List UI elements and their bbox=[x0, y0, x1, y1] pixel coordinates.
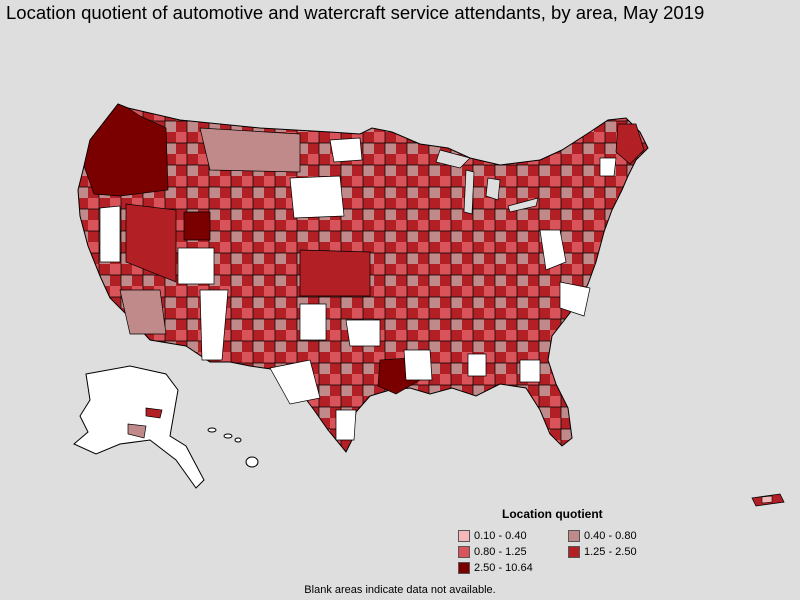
idaho-area bbox=[183, 211, 211, 241]
kansas-area bbox=[299, 249, 371, 297]
legend-label-1: 0.40 - 0.80 bbox=[584, 530, 637, 542]
southern-california-area bbox=[119, 289, 167, 335]
footnote: Blank areas indicate data not available. bbox=[304, 584, 496, 596]
legend-label-0: 0.10 - 0.40 bbox=[474, 530, 527, 542]
legend-item-4: 2.50 - 10.64 bbox=[458, 562, 533, 574]
pacific-northwest-areas bbox=[83, 103, 169, 197]
hawaii-islands bbox=[207, 427, 259, 468]
puerto-rico-area bbox=[761, 495, 773, 504]
maine-area bbox=[615, 123, 645, 165]
legend-item-2: 0.80 - 1.25 bbox=[458, 546, 527, 558]
legend-label-4: 2.50 - 10.64 bbox=[474, 562, 533, 574]
legend-label-2: 0.80 - 1.25 bbox=[474, 546, 527, 558]
legend-swatch-2 bbox=[458, 546, 470, 558]
alaska-area-1 bbox=[145, 407, 163, 419]
nevada-area bbox=[125, 203, 177, 283]
great-lakes bbox=[435, 149, 539, 215]
blank-areas bbox=[99, 137, 617, 441]
legend-title: Location quotient bbox=[502, 507, 603, 521]
alaska-area-2 bbox=[127, 423, 147, 439]
map-title: Location quotient of automotive and wate… bbox=[6, 2, 705, 23]
legend-label-3: 1.25 - 2.50 bbox=[584, 546, 637, 558]
legend-swatch-0 bbox=[458, 530, 470, 542]
legend-item-3: 1.25 - 2.50 bbox=[568, 546, 637, 558]
legend-swatch-4 bbox=[458, 562, 470, 574]
legend-swatch-1 bbox=[568, 530, 580, 542]
legend-item-0: 0.10 - 0.40 bbox=[458, 530, 527, 542]
legend-item-1: 0.40 - 0.80 bbox=[568, 530, 637, 542]
legend-swatch-3 bbox=[568, 546, 580, 558]
montana-area bbox=[199, 127, 301, 173]
